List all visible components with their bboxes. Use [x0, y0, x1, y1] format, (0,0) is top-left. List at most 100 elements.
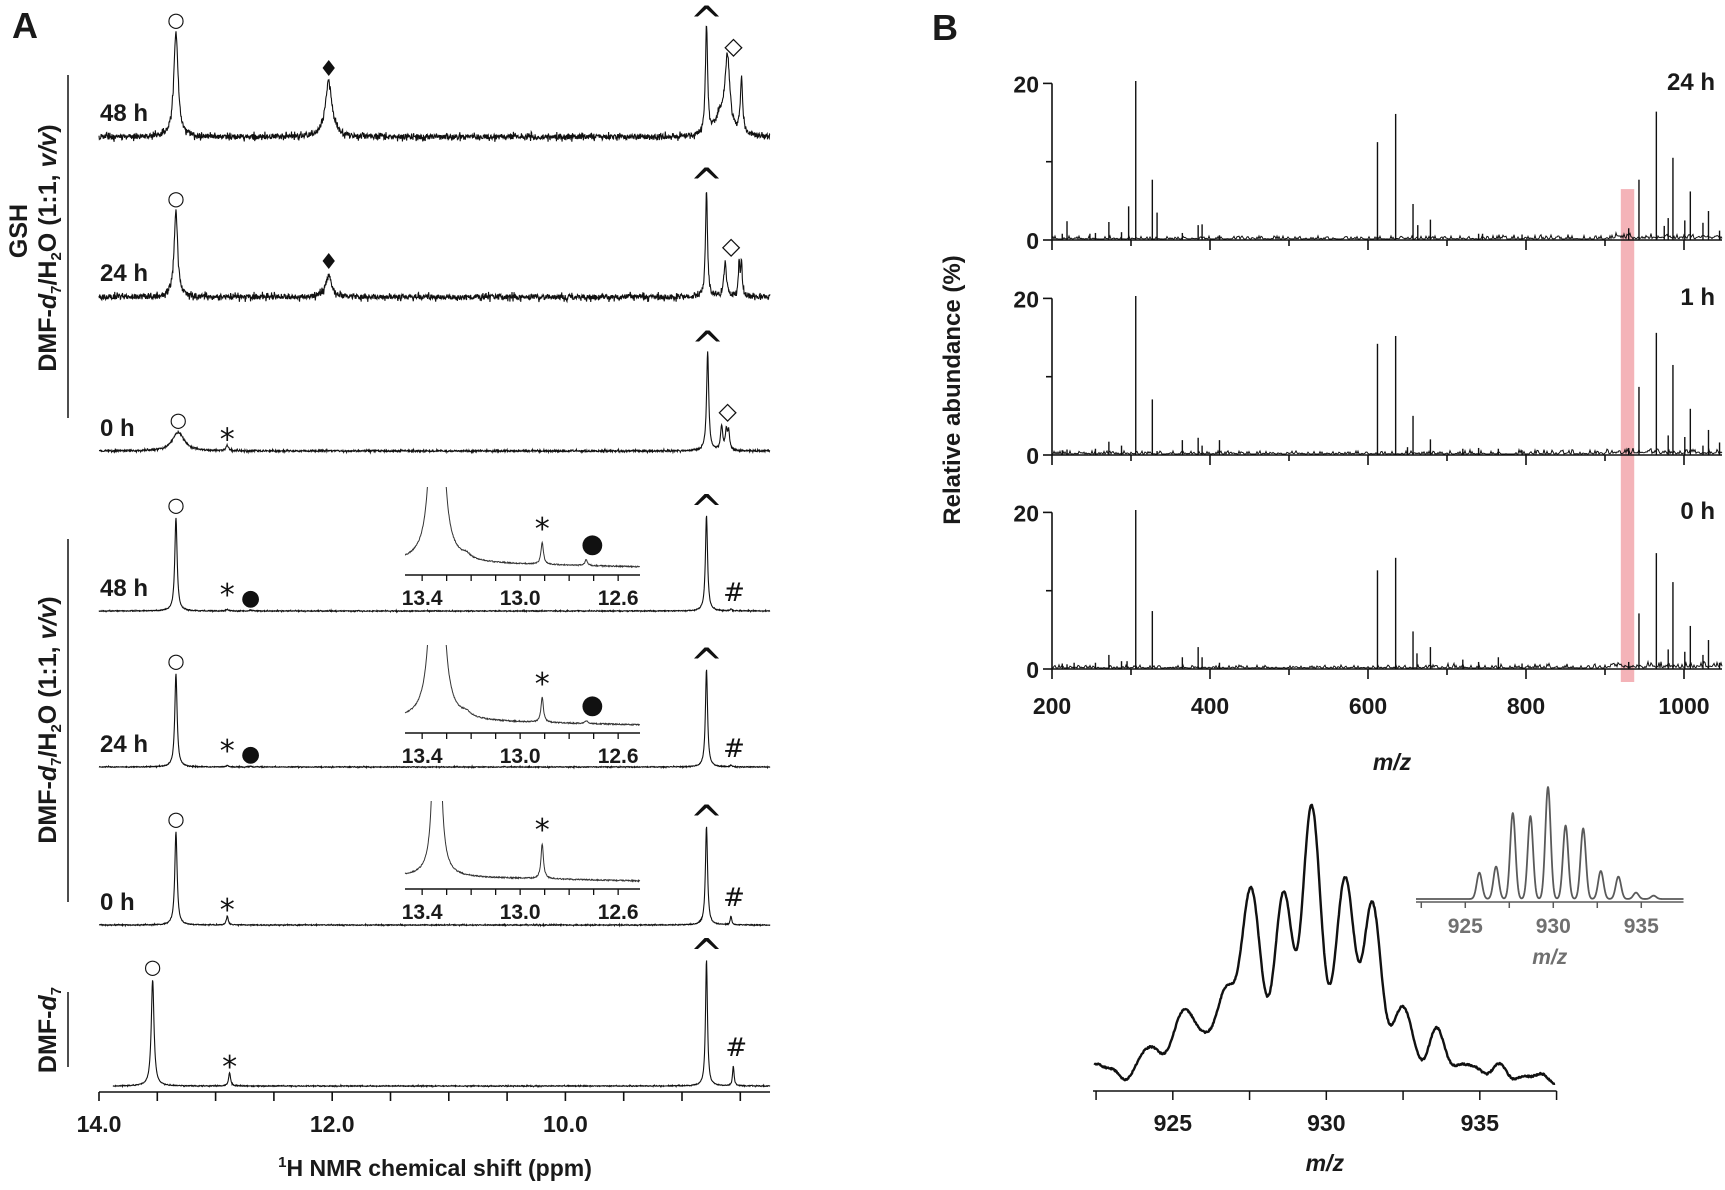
- group-label-part: /H: [34, 733, 62, 758]
- x-tick-label: 400: [1191, 693, 1229, 719]
- caret-marker: ^: [690, 641, 724, 687]
- inset-x-tick-label: 13.4: [402, 745, 443, 768]
- asterisk-marker: *: [535, 813, 550, 848]
- group-label-part: 7: [48, 286, 65, 294]
- circle-marker: ○: [144, 954, 161, 978]
- ms-x-axis-title: m/z: [1373, 749, 1412, 775]
- spectrum-label: 0 h: [1680, 498, 1715, 525]
- caret-marker: ^: [690, 932, 724, 978]
- filled-circle-marker: ●: [581, 529, 604, 559]
- isotope-x-axis-title: m/z: [1532, 946, 1568, 969]
- group-label-part: ): [34, 124, 62, 132]
- trace-label: 48 h: [100, 100, 148, 127]
- x-axis-title-text: H NMR chemical shift (ppm): [286, 1155, 591, 1181]
- x-tick-label: 930: [1536, 915, 1571, 938]
- group-label-part: ): [34, 596, 62, 604]
- group-label-part: DMF-: [34, 1011, 62, 1073]
- ms-baseline-0: [1051, 231, 1723, 241]
- inset-x-tick-label: 13.4: [402, 901, 443, 924]
- x-tick-label: 10.0: [543, 1111, 588, 1137]
- trace-label: 0 h: [100, 889, 135, 916]
- isotope-x-axis-title: m/z: [1306, 1150, 1345, 1176]
- y-tick-label: 0: [1026, 657, 1039, 683]
- nmr-panel: 48 h○♦^◇24 h○♦^◇0 h ○*^◇48 h○* ●^#24 h○* ●^…: [5, 0, 771, 1181]
- ms-y-axis-title: Relative abundance (%): [939, 255, 966, 524]
- y-tick-label: 0: [1026, 228, 1039, 254]
- circle-marker: ○: [167, 807, 184, 831]
- hash-marker: #: [723, 734, 745, 764]
- inset-trace: [404, 801, 641, 883]
- group-label-part: DMF-: [34, 781, 62, 843]
- group-label-part: 2: [48, 724, 65, 732]
- group-label-part: 2: [48, 252, 65, 260]
- nmr-inset: 13.4 13.0 12.6 *: [402, 801, 641, 924]
- asterisk-marker: *: [220, 423, 235, 458]
- asterisk-marker: *: [535, 512, 550, 547]
- circle-marker: ○: [167, 493, 184, 517]
- group-label-part: DMF-: [34, 309, 62, 371]
- asterisk-marker: *: [220, 734, 235, 769]
- nmr-x-axis-title: 1H NMR chemical shift (ppm): [278, 1154, 592, 1181]
- x-tick-label: 930: [1307, 1110, 1345, 1136]
- group-label-part: d: [34, 765, 62, 781]
- y-tick-label: 20: [1013, 71, 1039, 97]
- highlight-band: [1620, 189, 1635, 683]
- y-tick-label: 20: [1013, 500, 1039, 526]
- isotope-panel: 925 930 935 m/z 925 930 935 m/z: [1093, 786, 1685, 1176]
- group-title: GSH: [5, 204, 33, 258]
- group-label-part: /H: [34, 261, 62, 286]
- caret-marker: ^: [691, 324, 725, 370]
- caret-marker: ^: [690, 0, 724, 45]
- trace-label: 24 h: [100, 260, 148, 287]
- asterisk-marker: *: [220, 893, 235, 928]
- x-tick-label: 925: [1154, 1110, 1193, 1136]
- nmr-trace-0: [98, 25, 771, 142]
- circle-marker: ○: [170, 407, 187, 431]
- trace-label: 24 h: [100, 731, 148, 758]
- spectrum-label: 24 h: [1667, 69, 1715, 96]
- inset-trace: [404, 487, 640, 569]
- group-label: DMF-d7: [34, 987, 65, 1073]
- nmr-inset: 13.4 13.0 12.6 * ●: [402, 645, 641, 768]
- open-diamond-marker: ◇: [724, 32, 743, 60]
- group-label-part: v/v: [34, 131, 62, 168]
- nmr-trace-2: [98, 351, 771, 455]
- inset-trace: [404, 645, 641, 727]
- trace-label: 0 h: [100, 415, 135, 442]
- inset-x-tick-label: 13.4: [402, 587, 443, 610]
- group-label: DMF-d7/H2O (1:1, v/v): [34, 124, 65, 371]
- filled-circle-marker: ●: [241, 586, 260, 611]
- isotope-theoretical-inset: 925 930 935 m/z: [1415, 786, 1685, 969]
- ms-baseline-2: [1051, 659, 1723, 670]
- x-tick-label: 800: [1507, 693, 1545, 719]
- inset-x-tick-label: 12.6: [598, 745, 639, 768]
- group-label-part: d: [34, 995, 62, 1011]
- group-label-part: O (1:1,: [34, 167, 62, 252]
- asterisk-marker: *: [535, 667, 550, 702]
- y-tick-label: 20: [1013, 286, 1039, 312]
- ms-panel: 0 20 24 h 0 20 1 h 0 20 0 h 200 400 600 800 1000 m/z Re…: [939, 69, 1723, 775]
- group-label: DMF-d7/H2O (1:1, v/v): [34, 596, 65, 843]
- x-tick-label: 14.0: [77, 1111, 122, 1137]
- nmr-trace-3: [98, 515, 771, 614]
- group-label-part: v/v: [34, 603, 62, 640]
- nmr-trace-4: [98, 669, 771, 770]
- isotope-curve: [1415, 786, 1685, 900]
- superscript: 1: [278, 1154, 286, 1171]
- circle-marker: ○: [167, 186, 184, 210]
- circle-marker: ○: [167, 649, 184, 673]
- inset-x-tick-label: 13.0: [500, 587, 541, 610]
- asterisk-marker: *: [222, 1050, 237, 1085]
- caret-marker: ^: [690, 487, 724, 533]
- spectrum-label: 1 h: [1680, 284, 1715, 311]
- nmr-trace-5: [98, 826, 771, 928]
- circle-marker: ○: [167, 8, 184, 32]
- panel-label-a: A: [12, 5, 38, 46]
- nmr-trace-6: [112, 960, 771, 1089]
- open-diamond-marker: ◇: [722, 232, 741, 260]
- caret-marker: ^: [690, 798, 724, 844]
- x-tick-label: 925: [1448, 915, 1483, 938]
- hash-marker: #: [723, 883, 745, 913]
- x-tick-label: 12.0: [310, 1111, 355, 1137]
